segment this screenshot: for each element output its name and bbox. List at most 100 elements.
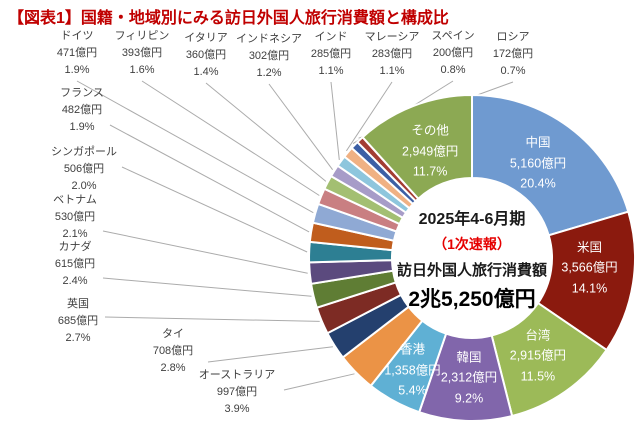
country-name: フランス — [60, 87, 104, 99]
country-name: インド — [314, 31, 348, 43]
donut-center-label: 2025年4-6月期 （1次速報） 訪日外国人旅行消費額 2兆5,250億円 — [397, 205, 547, 313]
amount: 393億円 — [121, 47, 163, 59]
leader-line-17 — [330, 81, 340, 160]
leader-line-8 — [104, 316, 320, 322]
label-australia: オーストラリア 997億円 3.9% — [199, 367, 275, 418]
country-name: 米国 — [577, 240, 603, 255]
percent: 3.9% — [224, 403, 250, 415]
percent: 1.9% — [69, 121, 95, 133]
amount: 685億円 — [57, 315, 99, 327]
amount: 200億円 — [432, 47, 474, 59]
donut-slice-21 — [361, 93, 473, 201]
country-name: その他 — [411, 123, 449, 138]
percent: 9.2% — [454, 391, 484, 406]
donut-slice-1 — [471, 93, 630, 237]
label-hong-kong: 香港 1,358億円 5.4% — [384, 339, 440, 401]
leader-line-6 — [283, 373, 355, 391]
label-france: フランス 482億円 1.9% — [60, 85, 104, 136]
leader-line-11 — [121, 166, 308, 253]
percent: 1.4% — [193, 66, 219, 78]
label-china: 中国 5,160億円 20.4% — [510, 133, 566, 195]
label-singapore: シンガポール 506億円 2.0% — [51, 144, 117, 195]
percent: 2.8% — [160, 362, 186, 374]
country-name: スペイン — [431, 30, 475, 42]
label-thailand: タイ 708億円 2.8% — [153, 326, 193, 377]
leader-line-18 — [345, 81, 393, 152]
leader-line-13 — [76, 80, 314, 214]
country-name: カナダ — [58, 241, 92, 253]
amount: 283億円 — [371, 48, 413, 60]
country-name: ベトナム — [53, 194, 97, 206]
leader-line-10 — [102, 230, 308, 274]
amount: 2,949億円 — [401, 143, 459, 158]
amount: 506億円 — [63, 163, 105, 175]
country-name: ロシア — [496, 31, 530, 43]
center-period: 2025年4-6月期 — [418, 211, 526, 228]
leader-line-9 — [102, 277, 312, 297]
percent: 20.4% — [520, 176, 556, 191]
amount: 360億円 — [185, 49, 227, 61]
percent: 5.4% — [398, 383, 427, 398]
label-italy: イタリア 360億円 1.4% — [184, 30, 228, 81]
amount: 2,915億円 — [509, 348, 567, 363]
country-name: 台湾 — [525, 328, 551, 343]
percent: 11.7% — [412, 164, 448, 179]
country-name: 英国 — [66, 298, 89, 310]
country-name: マレーシア — [364, 31, 420, 43]
percent: 1.9% — [64, 64, 90, 76]
percent: 2.4% — [62, 275, 88, 287]
country-name: 中国 — [525, 135, 551, 150]
country-name: フィリピン — [114, 30, 170, 42]
amount: 1,358億円 — [384, 362, 441, 377]
percent: 14.1% — [571, 281, 608, 296]
label-philippines: フィリピン 393億円 1.6% — [115, 28, 170, 79]
label-taiwan: 台湾 2,915億円 11.5% — [510, 325, 566, 387]
label-uk: 英国 685億円 2.7% — [58, 296, 98, 347]
label-canada: カナダ 615億円 2.4% — [55, 239, 95, 290]
leader-line-16 — [268, 83, 334, 170]
percent: 1.6% — [129, 64, 155, 76]
amount: 2,312億円 — [440, 370, 498, 385]
center-total: 2兆5,250億円 — [408, 288, 536, 311]
donut-slices — [308, 93, 636, 422]
percent: 1.1% — [379, 65, 405, 77]
amount: 708億円 — [152, 345, 194, 357]
leader-line-15 — [205, 82, 327, 182]
country-name: インドネシア — [236, 33, 302, 45]
amount: 302億円 — [248, 50, 290, 62]
label-spain: スペイン 200億円 0.8% — [431, 28, 474, 79]
label-russia: ロシア 172億円 0.7% — [493, 29, 533, 80]
amount: 471億円 — [56, 47, 98, 59]
label-usa: 米国 3,566億円 14.1% — [561, 237, 617, 299]
country-name: イタリア — [184, 32, 228, 44]
amount: 615億円 — [54, 258, 96, 270]
amount: 530億円 — [54, 211, 96, 223]
page-title: 【図表1】国籍・地域別にみる訪日外国人旅行消費額と構成比 — [8, 10, 449, 27]
percent: 0.7% — [500, 65, 526, 77]
percent: 1.2% — [256, 67, 282, 79]
leader-line-12 — [109, 124, 310, 233]
label-germany: ドイツ 471億円 1.9% — [57, 28, 97, 79]
label-others: その他 2,949億円 11.7% — [402, 120, 458, 182]
amount: 997億円 — [216, 386, 258, 398]
country-name: タイ — [161, 328, 184, 340]
percent: 2.1% — [62, 228, 88, 240]
leader-line-7 — [207, 346, 333, 363]
label-india: インド 285億円 1.1% — [311, 29, 351, 80]
label-vietnam: ベトナム 530億円 2.1% — [53, 192, 97, 243]
country-name: シンガポール — [51, 146, 117, 158]
country-name: ドイツ — [60, 30, 94, 42]
center-metric: 訪日外国人旅行消費額 — [396, 262, 548, 279]
country-name: 韓国 — [456, 350, 482, 365]
label-malaysia: マレーシア 283億円 1.1% — [365, 29, 420, 80]
percent: 0.8% — [440, 64, 466, 76]
amount: 285億円 — [310, 48, 352, 60]
label-indonesia: インドネシア 302億円 1.2% — [236, 31, 302, 82]
percent: 11.5% — [520, 369, 556, 384]
center-note: （1次速報） — [433, 236, 511, 252]
amount: 172億円 — [492, 48, 534, 60]
leader-line-14 — [141, 80, 320, 196]
percent: 1.1% — [318, 65, 344, 77]
